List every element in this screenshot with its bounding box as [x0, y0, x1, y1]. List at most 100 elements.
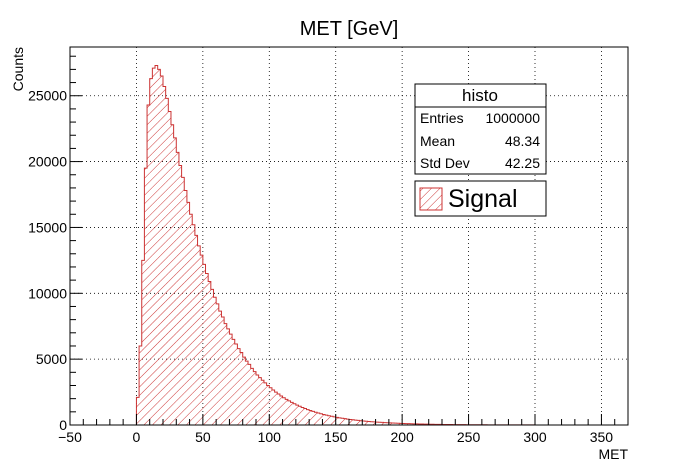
histogram-bar: [388, 422, 392, 425]
stats-value-stddev: 42.25: [505, 155, 540, 171]
histogram-bar: [367, 421, 371, 425]
histogram-bar: [301, 407, 304, 425]
histogram-bar: [208, 281, 211, 425]
histogram-bar: [277, 394, 280, 425]
histogram-bar: [356, 420, 360, 425]
histogram-bar: [213, 297, 217, 425]
histogram-bar: [351, 419, 355, 425]
histogram-bar: [343, 418, 347, 425]
histogram-bar: [309, 410, 312, 425]
stats-value-entries: 1000000: [485, 110, 540, 126]
histogram-bar: [298, 406, 302, 425]
histogram-bar: [317, 413, 320, 425]
y-tick-label: 5000: [36, 351, 67, 367]
histogram-bar: [394, 423, 397, 425]
histogram-bar: [314, 412, 318, 425]
histogram-bar: [234, 344, 238, 425]
histogram-bar: [160, 75, 163, 425]
histogram-bar: [192, 224, 195, 425]
histogram-bar: [210, 289, 214, 425]
histogram-bar: [152, 68, 156, 425]
stats-value-mean: 48.34: [505, 133, 540, 149]
histogram-bar: [279, 396, 283, 425]
y-tick-label: 0: [59, 417, 67, 433]
histogram-bar: [181, 177, 185, 425]
histogram-bar: [396, 423, 400, 425]
histogram-bar: [250, 368, 254, 425]
histogram-bar: [163, 86, 166, 425]
histogram-bar: [335, 417, 339, 425]
histogram-bar: [242, 357, 246, 425]
histogram-bar: [224, 323, 227, 425]
histogram-bar: [306, 409, 310, 425]
histogram-bar: [263, 382, 267, 425]
histogram-bar: [149, 78, 153, 426]
histogram-bar: [319, 413, 323, 425]
histogram-bar: [404, 423, 408, 425]
histogram-bar: [216, 303, 219, 425]
x-tick-label: 100: [258, 429, 282, 445]
histogram-bar: [155, 65, 158, 425]
histogram-bar: [399, 423, 403, 425]
histogram-bar: [391, 423, 395, 425]
stats-label-mean: Mean: [420, 133, 455, 149]
x-axis-title: MET: [598, 446, 628, 462]
stats-box-frame: [414, 83, 547, 175]
histogram-bar: [144, 168, 148, 426]
histogram-bar: [327, 415, 331, 425]
histogram-bar: [322, 414, 326, 425]
histogram-bar: [293, 403, 296, 425]
histogram-bar: [269, 387, 272, 425]
histogram-bar: [226, 328, 230, 425]
chart-title: MET [GeV]: [300, 18, 399, 40]
histogram-bar: [303, 408, 307, 425]
histogram-bar: [333, 416, 336, 425]
histogram-bar: [338, 417, 342, 425]
y-tick-label: 20000: [28, 154, 67, 170]
histogram-bar: [274, 392, 278, 425]
histogram-bar: [402, 423, 405, 425]
y-axis-ticks: 0 5000 10000 15000 20000 25000: [28, 55, 82, 433]
x-tick-label: −50: [58, 429, 82, 445]
x-tick-label: 350: [590, 429, 614, 445]
y-tick-label: 15000: [28, 219, 67, 235]
histogram-bar: [147, 104, 150, 425]
histogram-bar: [380, 422, 384, 425]
histogram-bar: [139, 345, 142, 425]
histogram-bar: [136, 397, 140, 425]
x-axis-ticks: −50 0 50 100 150 200 250 300 350: [58, 414, 629, 445]
histogram-bar: [325, 415, 328, 425]
histogram-bar: [375, 422, 379, 425]
x-tick-label: 250: [457, 429, 481, 445]
histogram-bar: [362, 420, 365, 425]
histogram-bar: [370, 421, 373, 425]
histogram-bar: [258, 377, 262, 425]
histogram-bar: [410, 423, 413, 425]
histogram-bar: [349, 419, 352, 425]
histogram-bar: [218, 311, 222, 425]
y-axis-title: Counts: [10, 47, 26, 91]
histogram-bar: [364, 421, 368, 425]
x-tick-label: 50: [195, 429, 211, 445]
stats-label-stddev: Std Dev: [420, 155, 470, 171]
histogram-bar: [141, 260, 145, 425]
histogram-bar: [157, 69, 161, 425]
stats-box: histo Entries 1000000 Mean 48.34 Std Dev…: [414, 83, 547, 175]
histogram-bars: [135, 64, 613, 426]
histogram-bar: [378, 422, 381, 425]
histogram-bar: [245, 361, 249, 425]
histogram-bar: [256, 374, 259, 425]
histogram-bar: [186, 202, 190, 425]
legend-swatch: [419, 187, 443, 211]
histogram-bar: [205, 273, 209, 425]
histogram-bar: [271, 389, 275, 425]
x-tick-label: 300: [523, 429, 547, 445]
y-tick-label: 25000: [28, 88, 67, 104]
histogram-bar: [178, 165, 182, 425]
histogram-bar: [354, 420, 357, 425]
histogram-bar: [200, 255, 203, 425]
histogram-bar: [253, 371, 256, 425]
histogram-bar: [232, 339, 235, 425]
legend-label: Signal: [448, 185, 518, 213]
